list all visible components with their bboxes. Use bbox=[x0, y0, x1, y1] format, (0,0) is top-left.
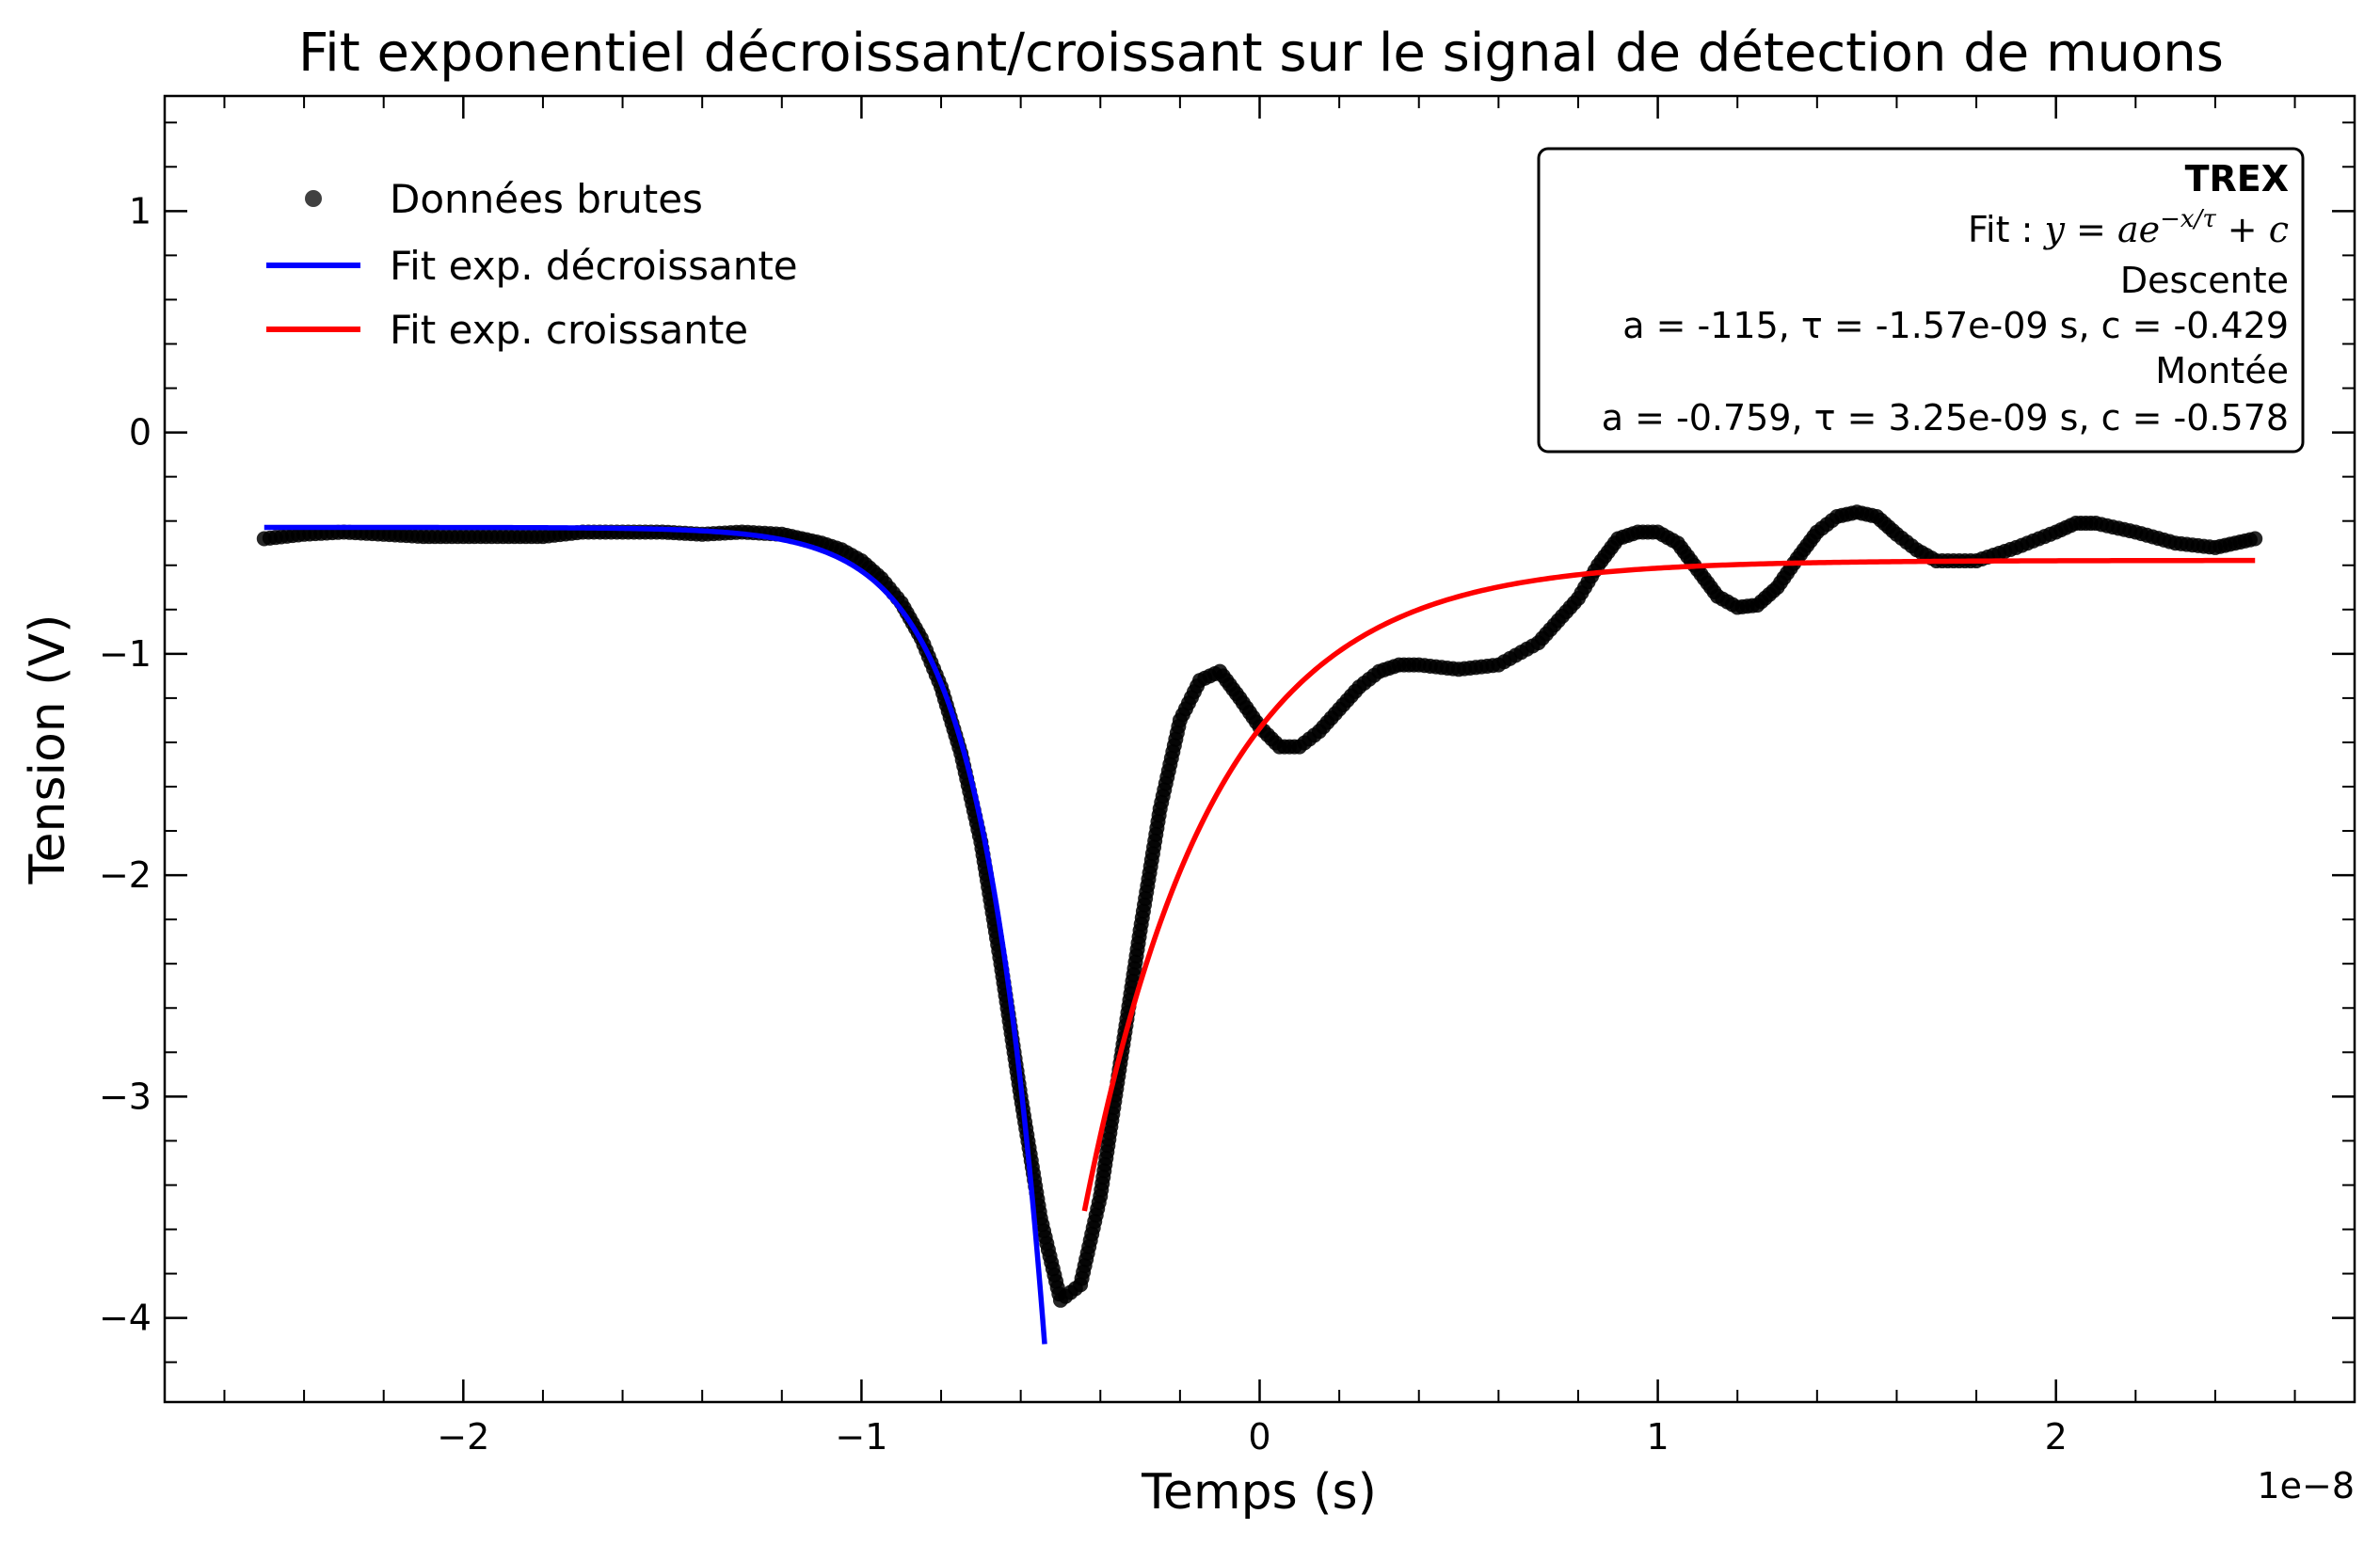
fit-box-descent-params: a = -115, τ = -1.57e-09 s, c = -0.429 bbox=[1622, 305, 2289, 346]
data-layer bbox=[256, 504, 2263, 1345]
legend-marker-raw bbox=[305, 190, 322, 207]
fit-box-rise-heading: Montée bbox=[2155, 350, 2289, 391]
x-tick-label: 1 bbox=[1646, 1416, 1669, 1458]
legend-label-growth: Fit exp. croissante bbox=[390, 307, 748, 353]
y-tick-label: −3 bbox=[99, 1076, 152, 1117]
legend-label-raw: Données brutes bbox=[390, 176, 703, 222]
fit-box-title: TREX bbox=[2185, 158, 2289, 199]
chart-title: Fit exponentiel décroissant/croissant su… bbox=[298, 23, 2224, 84]
y-tick-label: −1 bbox=[99, 633, 152, 675]
x-tick-label: −2 bbox=[437, 1416, 489, 1458]
fit-box-frame bbox=[1537, 147, 2305, 454]
x-axis-label: Temps (s) bbox=[1141, 1464, 1377, 1521]
y-tick-label: 0 bbox=[129, 412, 152, 454]
fit-parameters-box: TREX Fit : y = ae−x/τ + c Descente a = -… bbox=[1537, 147, 2305, 454]
fit-box-formula: Fit : y = ae−x/τ + c bbox=[1968, 205, 2289, 250]
x-tick-label: 0 bbox=[1248, 1416, 1270, 1458]
fit-growth-line bbox=[1081, 557, 2256, 1212]
y-tick-label: −4 bbox=[99, 1298, 152, 1339]
y-tick-label: 1 bbox=[129, 190, 152, 231]
x-tick-label: 2 bbox=[2045, 1416, 2068, 1458]
legend: Données brutes Fit exp. décroissante Fit… bbox=[266, 176, 798, 353]
fit-decay-line bbox=[264, 524, 1047, 1345]
data-point bbox=[2247, 531, 2263, 547]
axis-ticks: −2 −1 0 1 2 1 0 −1 −2 −3 −4 bbox=[99, 96, 2355, 1458]
fit-box-descent-heading: Descente bbox=[2120, 260, 2289, 301]
fit-box-rise-params: a = -0.759, τ = 3.25e-09 s, c = -0.578 bbox=[1602, 397, 2289, 438]
x-offset-label: 1e−8 bbox=[2257, 1465, 2355, 1506]
legend-label-decay: Fit exp. décroissante bbox=[390, 243, 798, 289]
y-axis-label: Tension (V) bbox=[20, 614, 76, 885]
x-tick-label: −1 bbox=[835, 1416, 887, 1458]
y-tick-label: −2 bbox=[99, 854, 152, 896]
